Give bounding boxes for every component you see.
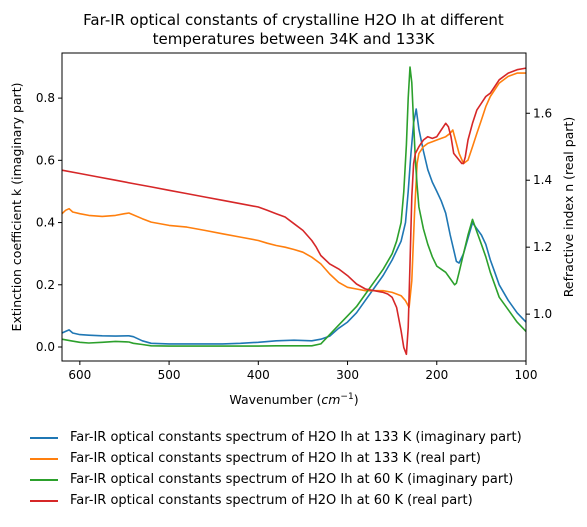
y-left-axis-ticks: 0.0 0.2 0.4 0.6 0.8 xyxy=(36,91,62,354)
legend-label: Far-IR optical constants spectrum of H2O… xyxy=(70,493,473,508)
series-line-2 xyxy=(61,66,527,347)
y-left-tick-label: 0.6 xyxy=(36,153,55,167)
chart-title-line-1: Far-IR optical constants of crystalline … xyxy=(83,11,504,29)
legend-swatch xyxy=(30,478,58,481)
x-tick-label: 400 xyxy=(247,368,270,382)
y-left-tick-label: 0.8 xyxy=(36,91,55,105)
y-left-tick-label: 0.4 xyxy=(36,216,55,230)
y-right-axis-ticks: 1.0 1.2 1.4 1.6 xyxy=(526,106,552,321)
legend-item: Far-IR optical constants spectrum of H2O… xyxy=(30,469,522,490)
y-right-tick-label: 1.6 xyxy=(533,106,552,120)
y-right-tick-label: 1.2 xyxy=(533,240,552,254)
legend-swatch xyxy=(30,436,58,439)
y-left-axis-label: Extinction coefficient k (imaginary part… xyxy=(9,83,24,332)
series-line-3 xyxy=(61,67,527,356)
y-right-tick-label: 1.0 xyxy=(533,307,552,321)
x-tick-label: 100 xyxy=(515,368,538,382)
series-line-1 xyxy=(61,72,526,309)
plot-lines xyxy=(61,66,527,356)
x-tick-label: 200 xyxy=(425,368,448,382)
y-right-tick-label: 1.4 xyxy=(533,173,552,187)
x-axis-ticks: 600 500 400 300 200 100 xyxy=(68,361,537,382)
legend-swatch xyxy=(30,457,58,460)
series-line-0 xyxy=(61,108,527,345)
legend-label: Far-IR optical constants spectrum of H2O… xyxy=(70,430,522,445)
x-tick-label: 600 xyxy=(68,368,91,382)
legend-item: Far-IR optical constants spectrum of H2O… xyxy=(30,490,522,511)
x-tick-label: 500 xyxy=(158,368,181,382)
legend: Far-IR optical constants spectrum of H2O… xyxy=(30,427,522,511)
y-left-tick-label: 0.2 xyxy=(36,278,55,292)
legend-item: Far-IR optical constants spectrum of H2O… xyxy=(30,448,522,469)
y-right-axis-label: Refractive index n (real part) xyxy=(561,117,576,297)
legend-label: Far-IR optical constants spectrum of H2O… xyxy=(70,451,481,466)
plot-frame xyxy=(61,52,527,362)
legend-label: Far-IR optical constants spectrum of H2O… xyxy=(70,472,514,487)
x-axis-label: Wavenumber (cm−1) xyxy=(229,392,358,407)
legend-item: Far-IR optical constants spectrum of H2O… xyxy=(30,427,522,448)
x-tick-label: 300 xyxy=(336,368,359,382)
legend-swatch xyxy=(30,499,58,502)
y-left-tick-label: 0.0 xyxy=(36,340,55,354)
chart-title-line-2: temperatures between 34K and 133K xyxy=(153,30,436,48)
